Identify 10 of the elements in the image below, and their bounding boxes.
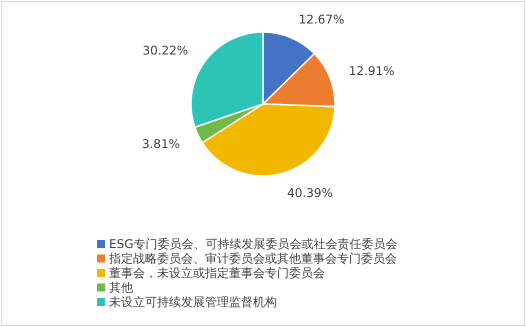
data-label: 30.22%	[142, 44, 188, 58]
legend-label: 未设立可持续发展管理监督机构	[109, 295, 277, 310]
legend-label: 其他	[109, 280, 133, 295]
data-label: 12.67%	[298, 12, 344, 26]
data-label: 12.91%	[348, 64, 395, 78]
data-label: 40.39%	[287, 186, 333, 200]
legend-label: 董事会，未设立或指定董事会专门委员会	[109, 266, 325, 280]
legend-label: 指定战略委员会、审计委员会或其他董事会专门委员会	[108, 252, 397, 266]
legend-label: ESG专门委员会、可持续发展委员会或社会责任委员会	[109, 237, 398, 252]
data-label: 3.81%	[142, 137, 180, 152]
